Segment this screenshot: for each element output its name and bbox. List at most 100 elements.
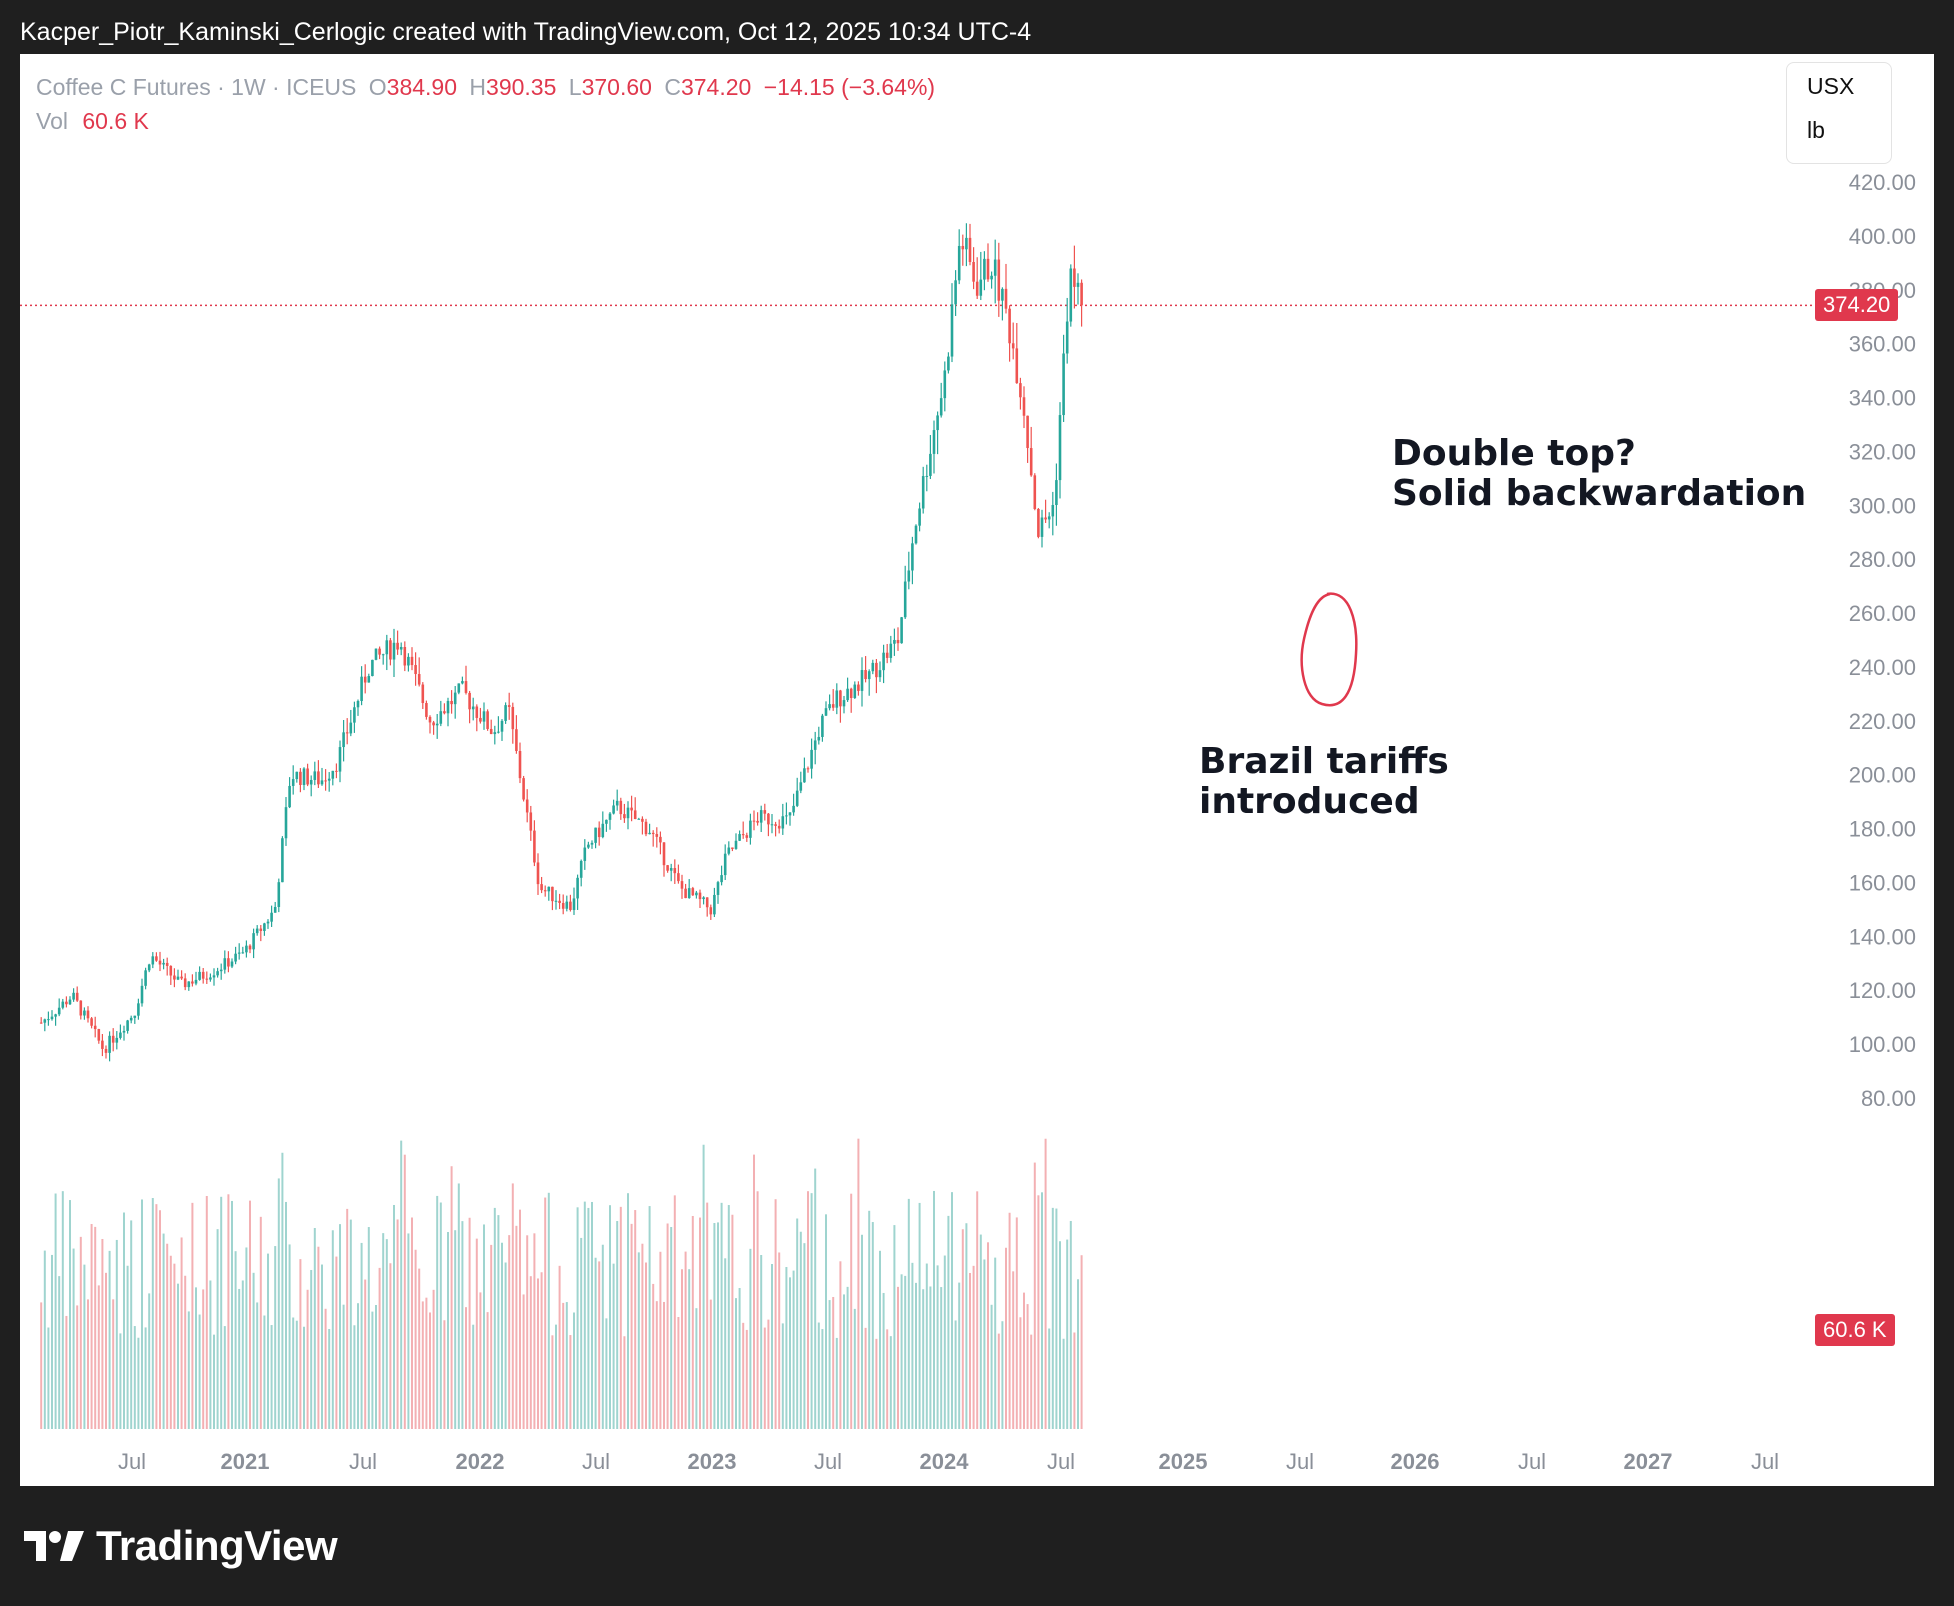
candle (781, 803, 785, 835)
candle-body (770, 824, 774, 826)
candle-body (896, 639, 900, 644)
candle-body (792, 805, 795, 813)
volume-bar (432, 1289, 435, 1429)
volume-bar (115, 1239, 118, 1429)
currency-unit[interactable]: USX (1807, 73, 1855, 99)
candle-body (983, 258, 986, 280)
unit-selector[interactable]: USX lb (1786, 62, 1892, 164)
y-tick-label: 100.00 (1849, 1032, 1916, 1057)
candle-body (252, 933, 255, 950)
volume-bar (72, 1248, 75, 1429)
candle-body (482, 711, 486, 722)
candle-body (871, 662, 875, 672)
candle-body (806, 768, 810, 770)
volume-bar (573, 1312, 575, 1429)
volume-bar (245, 1247, 248, 1429)
candle (579, 859, 583, 887)
volume-bar (1080, 1255, 1083, 1429)
candle-body (331, 770, 335, 779)
candle-body (144, 970, 147, 986)
volume-bar (461, 1221, 464, 1429)
candle (486, 709, 489, 731)
candle-body (583, 847, 587, 861)
volume-bar (335, 1256, 338, 1429)
candle-body (734, 840, 738, 849)
candle-body (151, 956, 155, 965)
volume-bar (547, 1192, 550, 1429)
candle-body (821, 715, 824, 737)
candle-body (972, 261, 975, 282)
candle-body (961, 245, 965, 250)
annotation-double-top: Double top? Solid backwardation (1392, 434, 1806, 514)
candle (115, 1031, 119, 1050)
candle-body (353, 707, 356, 723)
volume-bar (915, 1282, 917, 1429)
volume-bar (771, 1264, 773, 1429)
volume-bar (198, 1314, 201, 1429)
candle-body (313, 771, 317, 780)
volume-bar (731, 1214, 734, 1429)
volume-bar (637, 1252, 640, 1429)
volume-bar (310, 1269, 313, 1429)
candle-body (101, 1040, 104, 1049)
volume-bar (101, 1238, 104, 1429)
candle (943, 361, 947, 412)
candle (594, 827, 597, 849)
chart-panel[interactable]: 420.00400.00380.00360.00340.00320.00300.… (20, 54, 1934, 1486)
candle-body (1037, 508, 1040, 537)
price-chart[interactable]: 420.00400.00380.00360.00340.00320.00300.… (20, 54, 1934, 1486)
candle (417, 657, 421, 687)
x-tick-label: Jul (349, 1449, 377, 1474)
candle-body (443, 711, 446, 714)
candle (763, 803, 767, 821)
volume-bar (619, 1206, 622, 1429)
volume-bar (468, 1217, 471, 1429)
candle-body (669, 868, 673, 871)
candle-body (644, 821, 648, 835)
candle-body (248, 945, 252, 950)
candle (939, 382, 943, 418)
y-tick-label: 260.00 (1849, 601, 1916, 626)
y-tick-label: 340.00 (1849, 386, 1916, 411)
volume-bar (580, 1237, 583, 1429)
candle (54, 1013, 57, 1026)
candle (284, 797, 288, 846)
volume-bar (137, 1337, 140, 1429)
candle (421, 682, 425, 709)
candle-body (979, 279, 983, 296)
candle (788, 812, 792, 826)
candle (410, 647, 414, 671)
y-tick-label: 140.00 (1849, 924, 1916, 949)
candle-body (165, 962, 169, 966)
candle-body (705, 897, 709, 908)
candle (1051, 491, 1055, 536)
candle-body (111, 1035, 115, 1043)
candle-body (1073, 268, 1076, 287)
volume-bar (119, 1333, 122, 1429)
x-tick-label: 2021 (221, 1449, 270, 1474)
volume-bar (954, 1320, 957, 1429)
candle (140, 978, 144, 1007)
volume-bar (645, 1262, 647, 1429)
vol-value: 60.6 K (82, 108, 149, 134)
volume-bar (83, 1264, 86, 1429)
candle-body (691, 888, 695, 896)
candle-body (561, 902, 565, 909)
volume-bar (677, 1316, 680, 1429)
tradingview-logo[interactable]: TradingView (24, 1522, 338, 1570)
candle-body (122, 1030, 126, 1033)
quantity-unit[interactable]: lb (1807, 117, 1825, 143)
candle-body (1004, 288, 1008, 309)
volume-bar (180, 1237, 183, 1429)
candle-body (489, 728, 493, 735)
volume-bar (742, 1322, 745, 1429)
volume-bar (234, 1251, 237, 1429)
candle-body (684, 888, 687, 899)
candle (1033, 473, 1037, 511)
volume-bar (162, 1233, 165, 1429)
volume-bar (576, 1207, 579, 1429)
candle (914, 524, 918, 545)
candle-body (237, 952, 241, 954)
candle-body (446, 700, 450, 714)
candle (507, 692, 511, 720)
